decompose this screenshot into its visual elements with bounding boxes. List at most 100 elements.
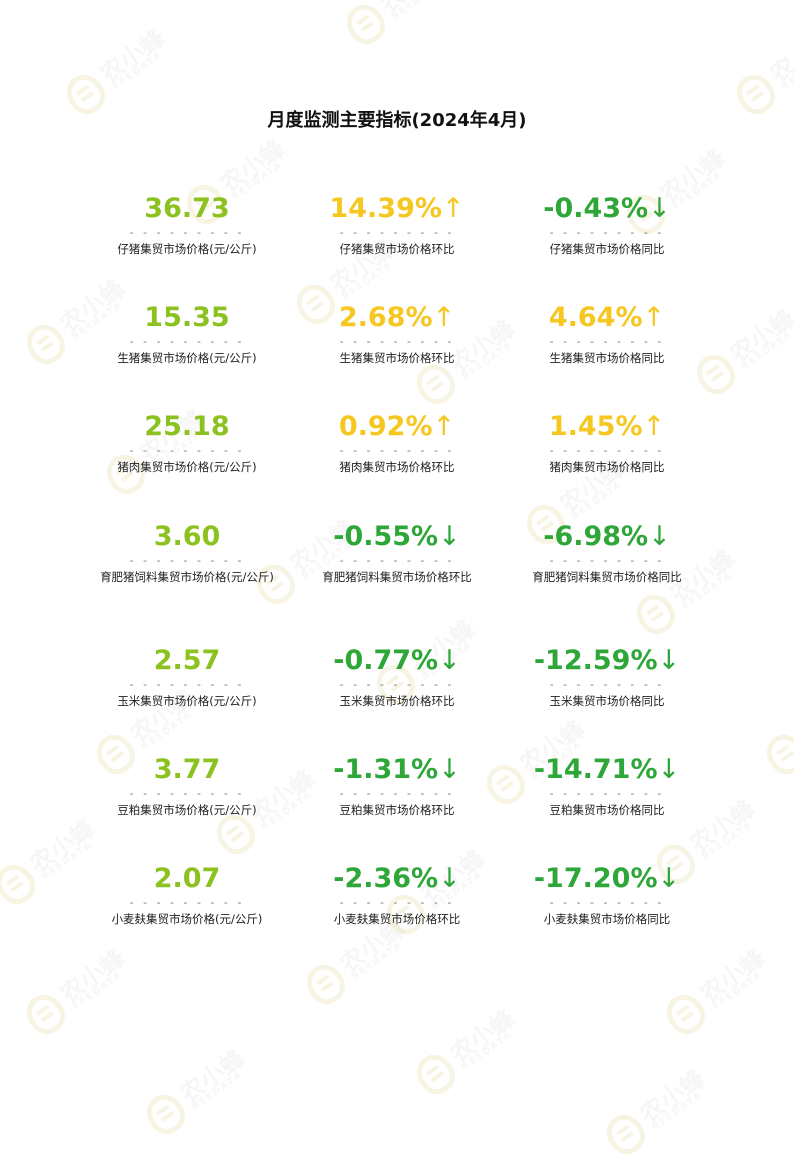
indicator-label: 仔猪集贸市场价格环比 (339, 242, 455, 256)
dashed-separator: - - - - - - - - - (549, 226, 665, 239)
indicator-value: -2.36%↓ (333, 863, 461, 894)
dashed-separator: - - - - - - - - - (549, 896, 665, 909)
bee-icon (19, 987, 72, 1041)
arrow-down-icon: ↓ (438, 645, 461, 676)
indicator-cell: -17.20%↓ - - - - - - - - - 小麦麸集贸市场价格同比 (502, 850, 712, 959)
indicator-cell: -2.36%↓ - - - - - - - - - 小麦麸集贸市场价格环比 (292, 850, 502, 959)
indicator-value: 25.18 (144, 411, 230, 442)
indicator-cell: -0.43%↓ - - - - - - - - - 仔猪集贸市场价格同比 (502, 180, 712, 289)
arrow-up-icon: ↑ (441, 193, 465, 224)
dashed-separator: - - - - - - - - - (129, 678, 245, 691)
indicator-cell: 0.92%↑ - - - - - - - - - 猪肉集贸市场价格环比 (292, 398, 502, 507)
bee-icon (139, 1087, 192, 1141)
indicator-label: 猪肉集贸市场价格同比 (549, 460, 665, 474)
arrow-up-icon: ↑ (642, 302, 666, 333)
indicator-value: 3.77 (153, 754, 221, 785)
indicator-label: 育肥猪饲料集贸市场价格环比 (322, 570, 472, 584)
indicator-value: 2.68%↑ (338, 302, 456, 333)
indicator-value: 0.92%↑ (338, 411, 456, 442)
bee-icon (599, 1107, 652, 1161)
dashed-separator: - - - - - - - - - (549, 678, 665, 691)
dashed-separator: - - - - - - - - - (339, 787, 455, 800)
dashed-separator: - - - - - - - - - (549, 444, 665, 457)
indicator-value: 4.64%↑ (548, 302, 666, 333)
bee-icon (409, 1047, 462, 1101)
indicator-label: 仔猪集贸市场价格(元/公斤) (117, 242, 257, 256)
dashed-separator: - - - - - - - - - (339, 226, 455, 239)
indicator-label: 猪肉集贸市场价格(元/公斤) (117, 460, 257, 474)
bee-icon (19, 317, 72, 371)
indicator-value: -17.20%↓ (533, 863, 681, 894)
indicator-value: -0.55%↓ (333, 521, 461, 552)
indicator-cell: -6.98%↓ - - - - - - - - - 育肥猪饲料集贸市场价格同比 (502, 508, 712, 617)
indicator-value: -14.71%↓ (533, 754, 681, 785)
indicator-grid: 36.73 - - - - - - - - - 仔猪集贸市场价格(元/公斤) 14.3… (82, 180, 712, 950)
arrow-down-icon: ↓ (438, 863, 461, 894)
indicator-cell: 2.68%↑ - - - - - - - - - 生猪集贸市场价格环比 (292, 289, 502, 398)
indicator-label: 生猪集贸市场价格同比 (549, 351, 665, 365)
indicator-cell: -0.55%↓ - - - - - - - - - 育肥猪饲料集贸市场价格环比 (292, 508, 502, 617)
arrow-down-icon: ↓ (438, 521, 461, 552)
dashed-separator: - - - - - - - - - (129, 444, 245, 457)
indicator-label: 育肥猪饲料集贸市场价格(元/公斤) (100, 570, 274, 584)
indicator-cell: -14.71%↓ - - - - - - - - - 豆粕集贸市场价格同比 (502, 741, 712, 850)
indicator-label: 猪肉集贸市场价格环比 (339, 460, 455, 474)
indicator-label: 豆粕集贸市场价格(元/公斤) (117, 803, 257, 817)
indicator-label: 小麦麸集贸市场价格同比 (543, 912, 671, 926)
indicator-cell: -1.31%↓ - - - - - - - - - 豆粕集贸市场价格环比 (292, 741, 502, 850)
dashed-separator: - - - - - - - - - (339, 444, 455, 457)
indicator-cell: 1.45%↑ - - - - - - - - - 猪肉集贸市场价格同比 (502, 398, 712, 507)
dashed-separator: - - - - - - - - - (129, 896, 245, 909)
arrow-up-icon: ↑ (432, 302, 456, 333)
indicator-value: -1.31%↓ (333, 754, 461, 785)
indicator-cell: 14.39%↑ - - - - - - - - - 仔猪集贸市场价格环比 (292, 180, 502, 289)
dashed-separator: - - - - - - - - - (339, 678, 455, 691)
arrow-up-icon: ↑ (432, 411, 456, 442)
page-title: 月度监测主要指标(2024年4月) (267, 110, 527, 132)
dashed-separator: - - - - - - - - - (129, 554, 245, 567)
indicator-value: -0.43%↓ (543, 193, 671, 224)
indicator-label: 生猪集贸市场价格(元/公斤) (117, 351, 257, 365)
indicator-label: 豆粕集贸市场价格环比 (339, 803, 455, 817)
arrow-down-icon: ↓ (657, 863, 681, 894)
indicator-value: 36.73 (144, 193, 230, 224)
dashed-separator: - - - - - - - - - (129, 226, 245, 239)
dashed-separator: - - - - - - - - - (339, 335, 455, 348)
indicator-cell: 36.73 - - - - - - - - - 仔猪集贸市场价格(元/公斤) (82, 180, 292, 289)
indicator-cell: 2.07 - - - - - - - - - 小麦麸集贸市场价格(元/公斤) (82, 850, 292, 959)
indicator-value: -6.98%↓ (543, 521, 671, 552)
arrow-down-icon: ↓ (657, 754, 681, 785)
indicator-label: 仔猪集贸市场价格同比 (549, 242, 665, 256)
dashed-separator: - - - - - - - - - (129, 335, 245, 348)
indicator-value: -0.77%↓ (333, 645, 461, 676)
indicator-label: 玉米集贸市场价格同比 (549, 694, 665, 708)
dashed-separator: - - - - - - - - - (129, 787, 245, 800)
indicator-value: 2.57 (153, 645, 221, 676)
indicator-value: 1.45%↑ (548, 411, 666, 442)
indicator-cell: -0.77%↓ - - - - - - - - - 玉米集贸市场价格环比 (292, 632, 502, 741)
bee-icon (0, 857, 42, 911)
indicator-label: 玉米集贸市场价格(元/公斤) (117, 694, 257, 708)
indicator-cell: 3.77 - - - - - - - - - 豆粕集贸市场价格(元/公斤) (82, 741, 292, 850)
dashed-separator: - - - - - - - - - (549, 335, 665, 348)
indicator-label: 玉米集贸市场价格环比 (339, 694, 455, 708)
indicator-value: 2.07 (153, 863, 221, 894)
dashed-separator: - - - - - - - - - (339, 554, 455, 567)
indicator-value: 15.35 (144, 302, 230, 333)
arrow-down-icon: ↓ (648, 521, 671, 552)
arrow-down-icon: ↓ (648, 193, 671, 224)
indicator-label: 小麦麸集贸市场价格环比 (333, 912, 461, 926)
bee-icon (339, 0, 392, 51)
bee-icon (759, 727, 794, 781)
indicator-label: 育肥猪饲料集贸市场价格同比 (532, 570, 682, 584)
indicator-cell: 4.64%↑ - - - - - - - - - 生猪集贸市场价格同比 (502, 289, 712, 398)
indicator-value: 3.60 (153, 521, 221, 552)
indicator-label: 豆粕集贸市场价格同比 (549, 803, 665, 817)
indicator-cell: 25.18 - - - - - - - - - 猪肉集贸市场价格(元/公斤) (82, 398, 292, 507)
indicator-cell: 3.60 - - - - - - - - - 育肥猪饲料集贸市场价格(元/公斤) (82, 508, 292, 617)
arrow-down-icon: ↓ (438, 754, 461, 785)
